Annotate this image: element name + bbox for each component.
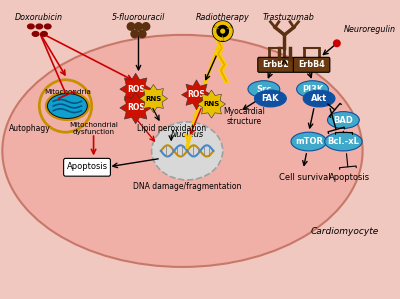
Wedge shape xyxy=(213,28,222,40)
Ellipse shape xyxy=(36,24,42,29)
Ellipse shape xyxy=(28,24,34,29)
Ellipse shape xyxy=(254,90,286,107)
Circle shape xyxy=(127,23,135,30)
Text: FAK: FAK xyxy=(262,94,279,103)
Polygon shape xyxy=(140,85,168,112)
Text: Cell survival: Cell survival xyxy=(279,173,331,181)
Text: RNS: RNS xyxy=(145,95,162,101)
FancyBboxPatch shape xyxy=(64,158,110,176)
Text: Doxorubicin: Doxorubicin xyxy=(15,13,63,22)
Wedge shape xyxy=(213,28,223,40)
Text: Akt: Akt xyxy=(311,94,327,103)
Text: Nucleus: Nucleus xyxy=(170,129,204,138)
Text: DNA damage/fragmentation: DNA damage/fragmentation xyxy=(133,182,241,191)
Circle shape xyxy=(221,29,224,33)
Circle shape xyxy=(142,23,150,30)
Polygon shape xyxy=(120,73,152,105)
Circle shape xyxy=(131,30,138,38)
Text: Trastuzumab: Trastuzumab xyxy=(262,13,314,22)
Circle shape xyxy=(138,30,146,38)
Polygon shape xyxy=(198,90,226,118)
Text: Mitochondria: Mitochondria xyxy=(44,89,91,95)
Text: RNS: RNS xyxy=(203,101,220,107)
Text: ROS: ROS xyxy=(127,103,144,112)
Ellipse shape xyxy=(46,92,89,120)
Ellipse shape xyxy=(248,81,280,97)
Text: Src: Src xyxy=(256,85,272,94)
Polygon shape xyxy=(182,80,212,110)
Text: Myocardial
structure: Myocardial structure xyxy=(223,106,265,126)
Circle shape xyxy=(212,21,233,42)
Circle shape xyxy=(220,28,226,34)
Wedge shape xyxy=(216,22,230,27)
Ellipse shape xyxy=(32,32,39,36)
Polygon shape xyxy=(120,92,152,124)
Wedge shape xyxy=(223,28,232,40)
Text: ErbB4: ErbB4 xyxy=(298,60,325,69)
Text: Radiotherapy: Radiotherapy xyxy=(196,13,250,22)
Ellipse shape xyxy=(325,132,362,151)
Circle shape xyxy=(135,23,142,30)
Wedge shape xyxy=(216,22,230,31)
Ellipse shape xyxy=(44,24,51,29)
FancyBboxPatch shape xyxy=(293,57,330,72)
Circle shape xyxy=(334,40,340,47)
Text: ROS: ROS xyxy=(188,90,205,99)
Ellipse shape xyxy=(152,122,223,180)
Ellipse shape xyxy=(297,81,328,97)
Ellipse shape xyxy=(41,32,47,36)
Text: Cardiomyocyte: Cardiomyocyte xyxy=(310,227,378,236)
Ellipse shape xyxy=(2,35,362,267)
Text: 5-fluorouracil: 5-fluorouracil xyxy=(112,13,165,22)
FancyBboxPatch shape xyxy=(258,57,294,72)
Ellipse shape xyxy=(49,95,86,117)
Text: Bcl.-xL: Bcl.-xL xyxy=(328,137,359,146)
Text: Neuroregulin: Neuroregulin xyxy=(344,25,396,34)
Ellipse shape xyxy=(303,90,335,107)
Ellipse shape xyxy=(291,132,326,151)
Text: ErbB2: ErbB2 xyxy=(262,60,290,69)
Text: mTOR: mTOR xyxy=(295,137,323,146)
Text: BAD: BAD xyxy=(334,115,353,124)
Text: Autophagy: Autophagy xyxy=(9,124,51,133)
Text: Apoptosis: Apoptosis xyxy=(328,173,370,181)
Wedge shape xyxy=(224,28,232,40)
Ellipse shape xyxy=(328,112,359,129)
Text: Mitochondrial
dysfunction: Mitochondrial dysfunction xyxy=(69,122,118,135)
Text: Apoptosis: Apoptosis xyxy=(66,162,108,171)
Text: Lipid peroxidation: Lipid peroxidation xyxy=(137,124,206,133)
Text: PI3K: PI3K xyxy=(302,85,323,94)
Text: ROS: ROS xyxy=(127,85,144,94)
